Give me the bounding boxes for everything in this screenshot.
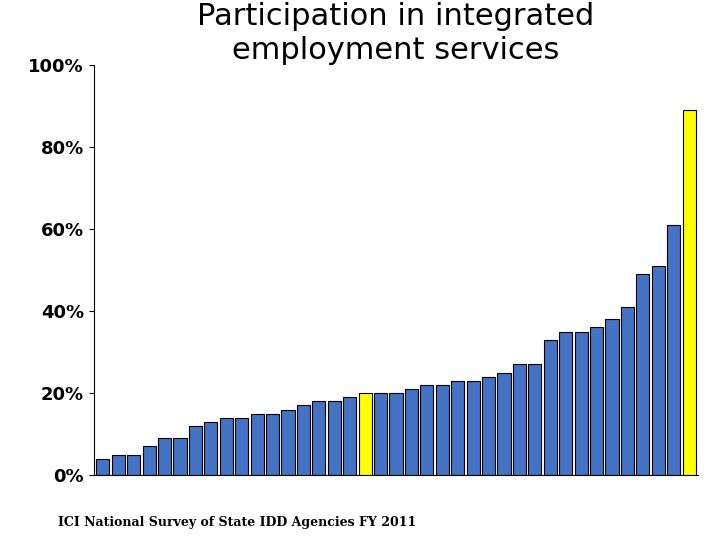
Bar [544,340,557,475]
Bar [513,364,526,475]
Bar [297,406,310,475]
Bar [652,266,665,475]
Bar [127,455,140,475]
Bar [498,373,510,475]
Text: ICI National Survey of State IDD Agencies FY 2011: ICI National Survey of State IDD Agencie… [58,516,417,529]
Bar [266,414,279,475]
Bar [559,332,572,475]
Bar [436,385,449,475]
Bar [204,422,217,475]
Bar [312,401,325,475]
Bar [590,327,603,475]
Bar [158,438,171,475]
Bar [467,381,480,475]
Bar [482,377,495,475]
Bar [251,414,264,475]
Bar [606,319,618,475]
Bar [96,459,109,475]
Bar [343,397,356,475]
Bar [575,332,588,475]
Bar [636,274,649,475]
Bar [528,364,541,475]
Bar [235,418,248,475]
Bar [667,225,680,475]
Bar [282,409,294,475]
Title: Participation in integrated
employment services: Participation in integrated employment s… [197,2,595,65]
Bar [451,381,464,475]
Bar [390,393,402,475]
Bar [420,385,433,475]
Bar [143,447,156,475]
Bar [683,110,696,475]
Bar [112,455,125,475]
Bar [405,389,418,475]
Bar [374,393,387,475]
Bar [189,426,202,475]
Bar [621,307,634,475]
Bar [174,438,186,475]
Bar [220,418,233,475]
Bar [359,393,372,475]
Bar [328,401,341,475]
